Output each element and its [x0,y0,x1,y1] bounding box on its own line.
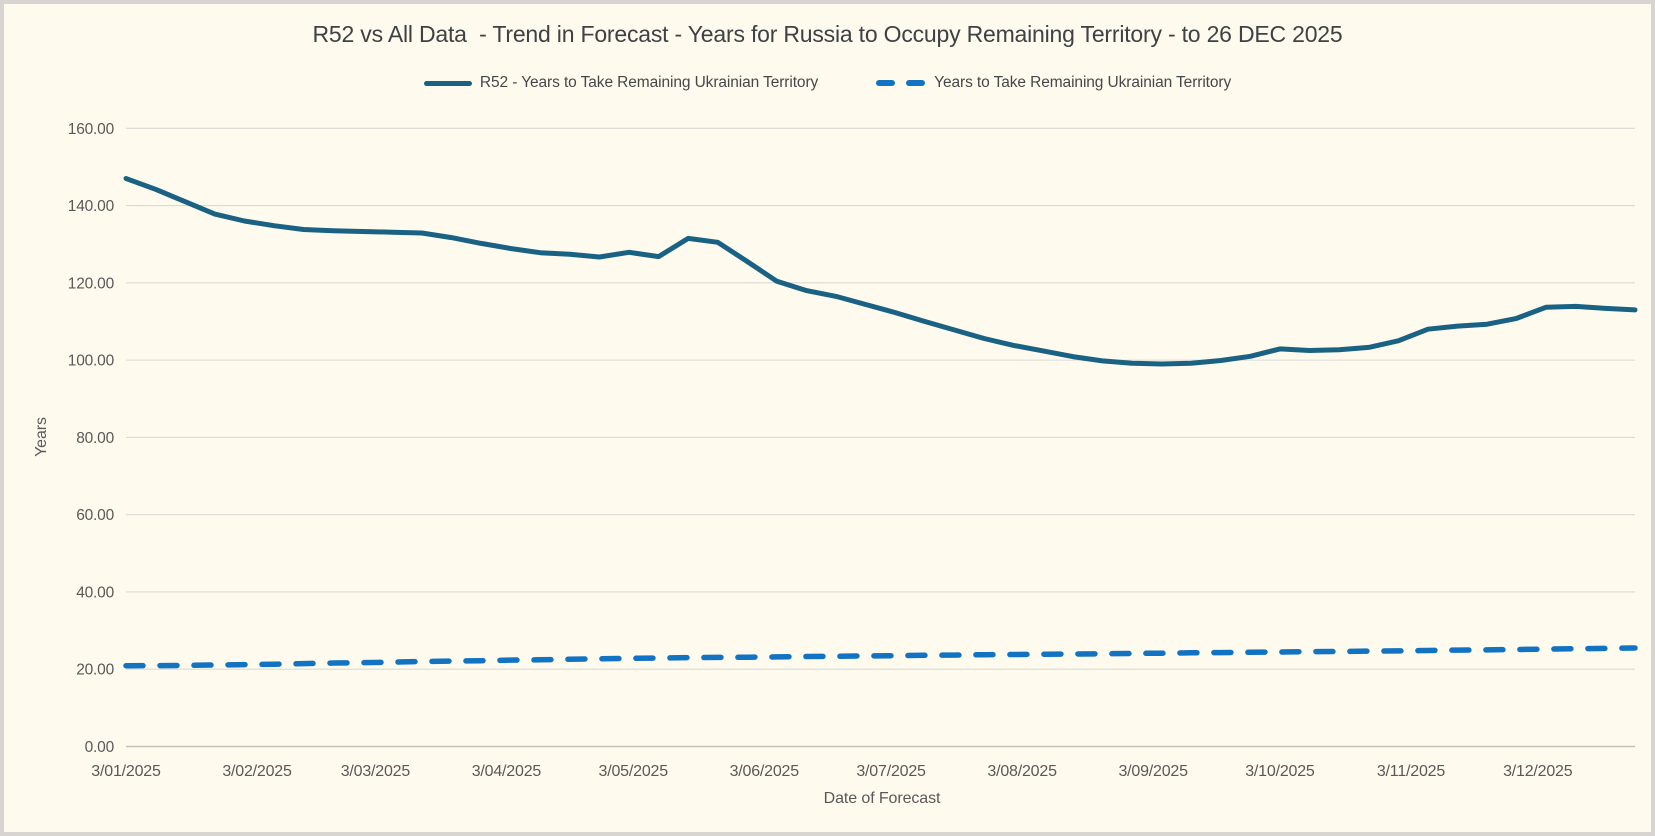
x-tick-label: 3/02/2025 [222,763,292,780]
y-axis-title: Years [33,417,50,457]
x-tick-label: 3/09/2025 [1118,763,1188,780]
x-tick-label: 3/11/2025 [1377,763,1445,780]
y-tick-label: 0.00 [85,739,115,756]
y-tick-label: 160.00 [68,121,115,138]
legend: R52 - Years to Take Remaining Ukrainian … [4,74,1651,92]
y-tick-label: 100.00 [68,353,115,370]
x-tick-label: 3/10/2025 [1245,763,1315,780]
x-tick-label: 3/06/2025 [730,763,800,780]
plot-area: 0.00 20.00 40.00 60.00 80.00 100.00 120.00 140.… [68,121,1638,780]
y-tick-label: 60.00 [76,507,114,524]
series-line-r52 [123,176,1638,367]
x-tick-label: 3/01/2025 [91,763,161,780]
x-tick-label: 3/07/2025 [856,763,926,780]
x-axis-title: Date of Forecast [823,790,941,807]
solid-line-swatch-icon [423,80,472,86]
y-tick-label: 40.00 [76,584,114,601]
x-tick-label: 3/04/2025 [472,763,542,780]
legend-label-all-data: Years to Take Remaining Ukrainian Territ… [934,74,1232,91]
chart-title: R52 vs All Data - Trend in Forecast - Ye… [312,21,1343,47]
series-line-all-data [123,645,1638,669]
x-tick-label: 3/03/2025 [341,763,411,780]
legend-item-r52: R52 - Years to Take Remaining Ukrainian … [423,74,819,92]
dashed-line-swatch-icon [876,80,926,86]
y-tick-label: 140.00 [68,198,115,215]
legend-label-r52: R52 - Years to Take Remaining Ukrainian … [479,74,819,91]
y-tick-label: 80.00 [76,430,114,447]
x-tick-label: 3/08/2025 [987,763,1057,780]
x-tick-label: 3/05/2025 [599,763,669,780]
legend-item-all-data: Years to Take Remaining Ukrainian Territ… [876,74,1231,92]
x-tick-label: 3/12/2025 [1503,763,1573,780]
y-tick-label: 120.00 [68,275,115,292]
y-tick-label: 20.00 [76,662,114,679]
